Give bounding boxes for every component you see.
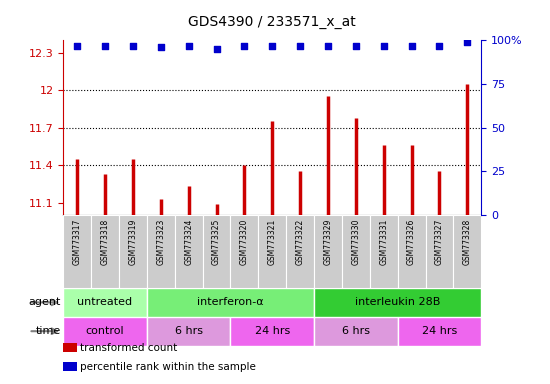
Text: GSM773328: GSM773328 [463, 219, 472, 265]
Text: GSM773325: GSM773325 [212, 219, 221, 265]
Text: GSM773330: GSM773330 [351, 219, 360, 265]
Point [463, 39, 472, 45]
Point [129, 43, 138, 49]
Point [73, 43, 81, 49]
Bar [63, 288, 147, 317]
Text: GSM773321: GSM773321 [268, 219, 277, 265]
Bar [230, 317, 314, 346]
Point [184, 43, 193, 49]
Text: transformed count: transformed count [80, 343, 177, 353]
Text: GSM773320: GSM773320 [240, 219, 249, 265]
Point [323, 43, 332, 49]
Point [101, 43, 109, 49]
Text: control: control [86, 326, 124, 336]
Bar [398, 317, 481, 346]
Text: time: time [35, 326, 60, 336]
Bar [202, 215, 230, 288]
Bar [370, 215, 398, 288]
Bar [453, 215, 481, 288]
Bar [230, 215, 258, 288]
Bar [426, 215, 453, 288]
Text: GSM773322: GSM773322 [295, 219, 305, 265]
Text: GSM773318: GSM773318 [101, 219, 109, 265]
Text: percentile rank within the sample: percentile rank within the sample [80, 362, 256, 372]
Point [435, 43, 444, 49]
Bar [175, 215, 202, 288]
Point [407, 43, 416, 49]
Text: 24 hrs: 24 hrs [255, 326, 290, 336]
Bar [342, 215, 370, 288]
Bar [258, 215, 286, 288]
Bar [91, 215, 119, 288]
Text: GSM773319: GSM773319 [128, 219, 138, 265]
Text: 24 hrs: 24 hrs [422, 326, 457, 336]
Text: GDS4390 / 233571_x_at: GDS4390 / 233571_x_at [188, 15, 356, 29]
Bar [63, 215, 91, 288]
Text: 6 hrs: 6 hrs [342, 326, 370, 336]
Point [351, 43, 360, 49]
Point [379, 43, 388, 49]
Bar [314, 215, 342, 288]
Text: GSM773324: GSM773324 [184, 219, 193, 265]
Point [240, 43, 249, 49]
Text: GSM773317: GSM773317 [73, 219, 82, 265]
Bar [63, 317, 147, 346]
Text: untreated: untreated [78, 297, 133, 308]
Point [296, 43, 305, 49]
Text: GSM773329: GSM773329 [323, 219, 333, 265]
Bar [147, 317, 230, 346]
Point [268, 43, 277, 49]
Bar [314, 317, 398, 346]
Text: agent: agent [28, 297, 60, 308]
Text: GSM773323: GSM773323 [156, 219, 166, 265]
Point [156, 44, 165, 50]
Bar [398, 215, 426, 288]
Bar [314, 288, 481, 317]
Bar [119, 215, 147, 288]
Text: interferon-α: interferon-α [197, 297, 264, 308]
Text: 6 hrs: 6 hrs [175, 326, 202, 336]
Bar [147, 288, 314, 317]
Bar [147, 215, 175, 288]
Text: GSM773326: GSM773326 [407, 219, 416, 265]
Text: GSM773331: GSM773331 [379, 219, 388, 265]
Bar [286, 215, 314, 288]
Text: GSM773327: GSM773327 [435, 219, 444, 265]
Point [212, 46, 221, 52]
Text: interleukin 28B: interleukin 28B [355, 297, 441, 308]
